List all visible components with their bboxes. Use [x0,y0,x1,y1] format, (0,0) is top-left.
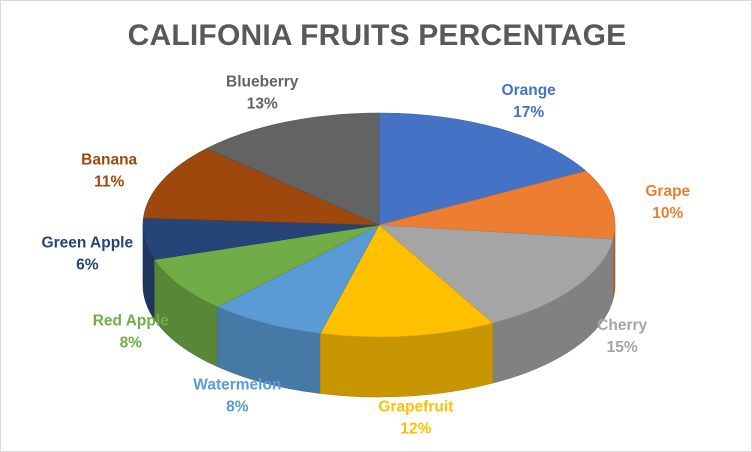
data-label-percent: 8% [226,399,249,416]
data-label-category: Grape [645,183,690,200]
data-label-percent: 8% [120,334,143,351]
data-label-category: Watermelon [193,377,281,394]
data-label-category: Cherry [597,317,647,334]
data-label-category: Orange [502,82,557,99]
data-label-percent: 11% [94,173,124,190]
data-label-percent: 10% [652,205,683,222]
pie-slice-red-apple [154,224,380,307]
data-label-category: Red Apple [93,312,169,329]
data-label-percent: 13% [247,95,278,112]
chart-title: CALIFONIA FRUITS PERCENTAGE [127,19,627,52]
data-label-percent: 17% [513,104,544,121]
data-label-blueberry: Blueberry 13% [226,73,299,112]
data-label-grape: Grape 10% [645,183,690,222]
data-label-percent: 15% [607,339,638,356]
pie-slice-watermelon [216,224,380,334]
pie-slice-orange [378,112,587,226]
data-label-category: Banana [81,151,137,168]
data-label-grapefruit: Grapefruit 12% [378,399,453,438]
data-label-red-apple: Red Apple 8% [93,312,169,351]
data-label-category: Blueberry [226,73,299,90]
pie-slice-banana [143,147,380,226]
pie-side-walls [142,224,616,398]
data-label-percent: 12% [400,421,431,438]
pie-slice-grapefruit [319,224,494,338]
pie-top [142,112,616,338]
pie-slice-grape [378,170,616,240]
data-label-category: Green Apple [42,235,134,252]
data-label-watermelon: Watermelon 8% [193,377,281,416]
pie-slice-cherry [378,224,614,324]
data-label-banana: Banana 11% [81,151,137,190]
data-labels: Orange 17% Grape 10% Cherry 15% Grapefruit 12% W… [42,73,691,437]
data-label-percent: 6% [76,257,99,274]
data-label-green-apple: Green Apple 6% [42,235,134,274]
data-label-category: Grapefruit [378,399,453,416]
data-label-cherry: Cherry 15% [597,317,647,356]
data-label-orange: Orange 17% [502,82,557,121]
pie-slice-blueberry [206,112,380,226]
